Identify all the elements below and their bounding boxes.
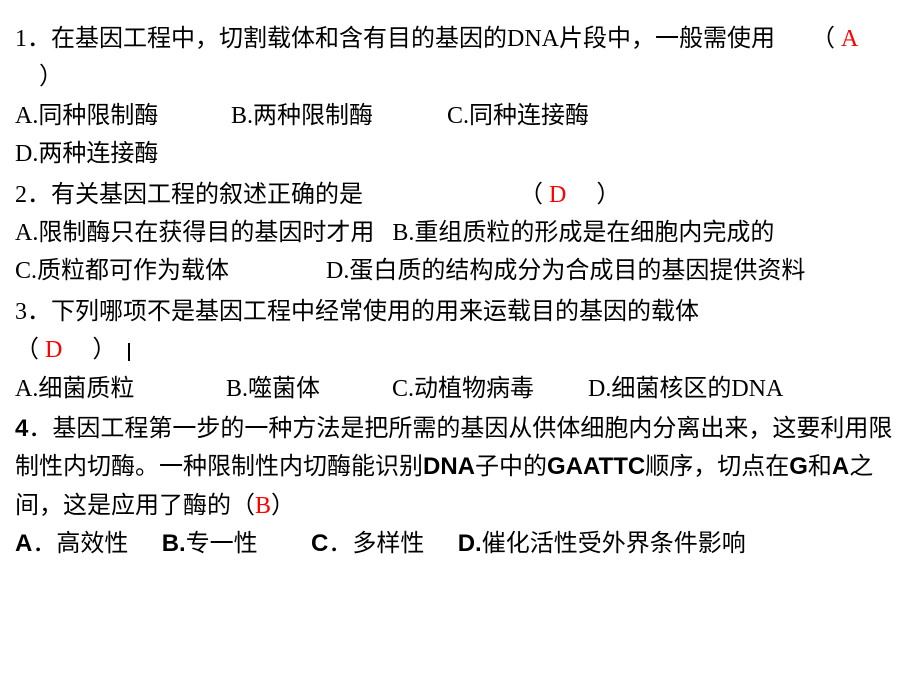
cursor-icon <box>128 343 130 361</box>
q4-optB-text: 专一性 <box>186 530 258 557</box>
q2-stem-a: 2．有关基因工程的叙述正确的是 （ <box>15 182 543 208</box>
q1-options: A.同种限制酶 B.两种限制酶 C.同种连接酶 D.两种连接酶 <box>15 97 905 174</box>
q1-stem-b: ） <box>15 64 63 90</box>
q3-option-b: B.噬菌体 <box>226 370 386 408</box>
q1-option-d: D.两种连接酶 <box>15 135 158 173</box>
q4-optB-label: B. <box>162 530 186 557</box>
q1-option-b: B.两种限制酶 <box>231 97 441 135</box>
q3-option-d: D.细菌核区的DNA <box>588 370 783 408</box>
q4-stem-p10: ） <box>271 492 295 519</box>
q3-paren-b: ） <box>68 337 116 363</box>
q4-stem-p7: 和 <box>808 453 832 480</box>
q2-option-c: C.质粒都可作为载体 <box>15 252 320 290</box>
q2-stem-b: ） <box>572 182 620 208</box>
q4-optC-text: ．多样性 <box>328 530 424 557</box>
question-4: 4．基因工程第一步的一种方法是把所需的基因从供体细胞内分离出来，这要利用限制性内… <box>15 410 905 564</box>
q4-stem-p4: GAATTC <box>547 453 645 480</box>
q1-stem-a: 1．在基因工程中，切割载体和含有目的基因的DNA片段中，一般需使用 （ <box>15 26 835 52</box>
q3-option-a: A.细菌质粒 <box>15 370 220 408</box>
q4-optD-label: D. <box>458 530 482 557</box>
question-1: 1．在基因工程中，切割载体和含有目的基因的DNA片段中，一般需使用 （ A ） … <box>15 20 905 174</box>
q2-option-b: B.重组质粒的形成是在细胞内完成的 <box>392 214 774 252</box>
q4-optA-text: ．高效性 <box>32 530 128 557</box>
q4-num: 4 <box>15 415 28 442</box>
q4-stem-p6: G <box>789 453 808 480</box>
q1-option-c: C.同种连接酶 <box>447 97 589 135</box>
q4-optA-label: A <box>15 530 32 557</box>
q4-answer: B <box>255 493 271 519</box>
question-3: 3．下列哪项不是基因工程中经常使用的用来运载目的基因的载体 （ D ） A.细菌… <box>15 293 905 408</box>
q1-option-a: A.同种限制酶 <box>15 97 225 135</box>
q4-stem-p3: 子中的 <box>475 453 547 480</box>
q4-stem-p8: A <box>832 453 849 480</box>
q3-stem: 3．下列哪项不是基因工程中经常使用的用来运载目的基因的载体 <box>15 299 699 325</box>
q2-answer: D <box>549 182 566 208</box>
q1-answer: A <box>841 26 858 52</box>
q4-optD-text: 催化活性受外界条件影响 <box>482 530 746 557</box>
q2-option-d: D.蛋白质的结构成分为合成目的基因提供资料 <box>326 252 805 290</box>
q2-option-a: A.限制酶只在获得目的基因时才用 <box>15 214 374 252</box>
q4-stem-p2: DNA <box>423 453 475 480</box>
q4-optC-label: C <box>311 530 328 557</box>
q3-option-c: C.动植物病毒 <box>392 370 582 408</box>
q3-paren-a: （ <box>15 337 39 363</box>
q4-stem-p5: 顺序，切点在 <box>645 453 789 480</box>
q3-answer: D <box>45 337 62 363</box>
question-2: 2．有关基因工程的叙述正确的是 （ D ） A.限制酶只在获得目的基因时才用 B… <box>15 176 905 291</box>
